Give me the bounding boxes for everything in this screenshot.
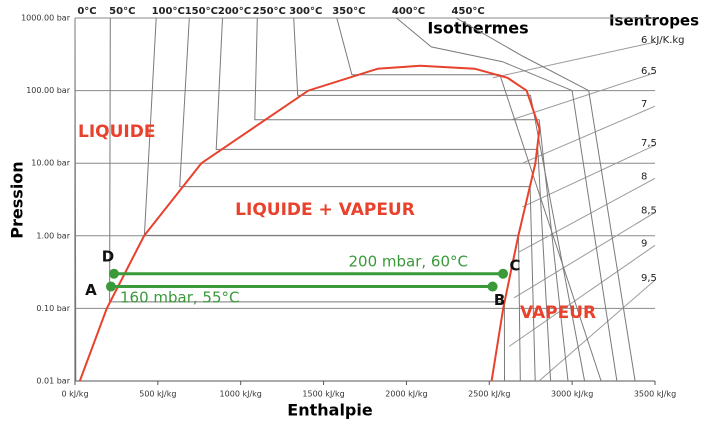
isotherm [215,17,552,382]
isentrope [518,177,656,253]
isentrope-label: 8 [641,171,647,182]
isotherms-title: Isothermes [427,19,528,38]
isotherm-label: 150°C [185,6,218,17]
isotherm [396,17,618,382]
isentrope [522,105,656,164]
x-tick-label: 0 kJ/kg [61,390,88,399]
x-tick-label: 3000 kJ/kg [551,390,593,399]
cycle-point [487,281,498,292]
isentrope [508,244,656,347]
saturation-curve [78,64,541,382]
isentrope-label: 7 [641,99,647,110]
x-axis-label: Enthalpie [287,401,373,420]
cycle-point-label: C [510,256,521,274]
cycle-point-label: A [85,281,97,299]
isotherm [455,17,636,382]
cycle-point [498,268,509,279]
isentrope-label: 7,5 [641,138,657,149]
region-label: VAPEUR [520,303,596,323]
isentrope [513,211,656,299]
isotherm [293,17,586,382]
isotherm-label: 300°C [289,6,322,17]
isotherm-label: 0°C [77,6,96,17]
x-tick-label: 500 kJ/kg [139,390,176,399]
isotherm-label: 350°C [332,6,365,17]
x-tick-label: 2500 kJ/kg [468,390,510,399]
cycle-point [108,268,119,279]
isotherm [74,17,77,382]
x-tick-label: 1000 kJ/kg [220,390,262,399]
isentrope [512,72,656,120]
isentrope-label: 6 kJ/K.kg [641,35,685,46]
isentrope-label: 6,5 [641,66,657,77]
isentrope [492,41,656,79]
isotherm [254,17,569,382]
y-tick-label: 10.00 bar [31,159,70,168]
isotherm-label: 250°C [253,6,286,17]
isotherm-label: 450°C [452,6,485,17]
region-label: LIQUIDE [78,122,155,142]
cycle-point-label: D [102,247,114,265]
x-tick-label: 2000 kJ/kg [385,390,427,399]
isotherm-label: 400°C [392,6,425,17]
y-tick-label: 0.10 bar [36,304,70,313]
cycle-annotation: 200 mbar, 60°C [349,253,469,271]
isentrope [522,144,656,208]
isentrope-label: 8,5 [641,205,657,216]
isotherm [143,17,521,382]
isentropes-title: Isentropes [609,12,699,30]
x-tick-label: 3500 kJ/kg [634,390,676,399]
isotherm [336,17,602,382]
y-tick-label: 1000.00 bar [21,14,71,23]
y-tick-label: 0.01 bar [36,377,70,386]
isentrope-label: 9,5 [641,273,657,284]
isotherm [109,17,505,382]
x-tick-label: 1500 kJ/kg [302,390,344,399]
isotherm-label: 200°C [218,6,251,17]
y-axis-label: Pression [8,161,27,238]
cycle-point-label: B [494,291,505,309]
y-tick-label: 100.00 bar [26,86,71,95]
isotherm [179,17,536,382]
y-tick-label: 1.00 bar [36,231,70,240]
isentrope [538,279,656,382]
isotherm-label: 100°C [152,6,185,17]
cycle-annotation: 160 mbar, 55°C [120,289,240,307]
cycle-point [105,281,116,292]
isotherm-label: 50°C [109,6,135,17]
region-label: LIQUIDE + VAPEUR [235,200,415,220]
isentrope-label: 9 [641,238,647,249]
